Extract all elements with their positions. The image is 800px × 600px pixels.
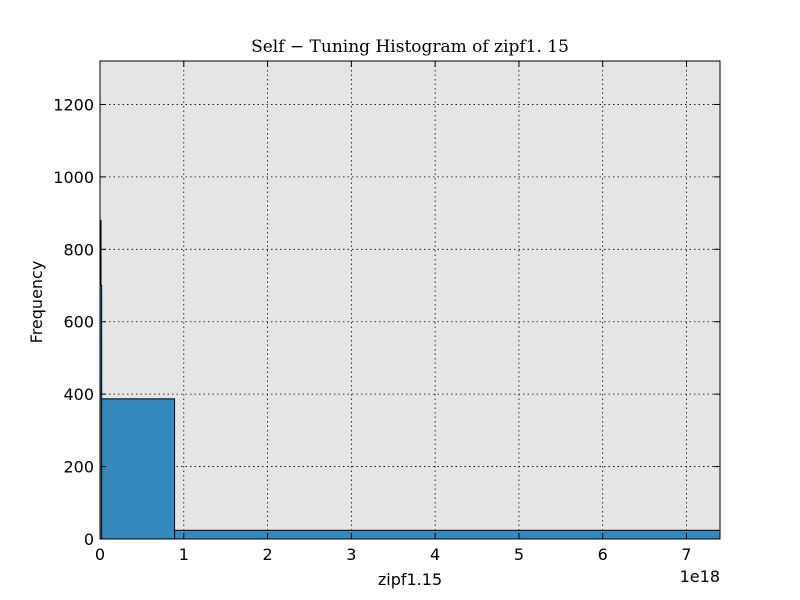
x-tick-label: 7: [681, 545, 691, 564]
x-tick-label: 3: [346, 545, 356, 564]
histogram-bars: [99, 219, 721, 540]
y-tick-label: 200: [63, 458, 94, 477]
plot-area: [100, 61, 720, 539]
histogram-bar: [174, 529, 721, 540]
y-tick-label: 1000: [53, 168, 94, 187]
y-tick-label: 1200: [53, 95, 94, 114]
chart-title: Self − Tuning Histogram of zipf1. 15: [251, 37, 569, 57]
plot-frame: [99, 60, 721, 540]
x-tick-label: 5: [514, 545, 524, 564]
y-tick-label: 800: [63, 240, 94, 259]
y-tick-label: 400: [63, 385, 94, 404]
y-axis-ticks: 0 200 400 600 800 1000 1200: [53, 95, 720, 549]
x-axis-label: zipf1.15: [378, 570, 442, 589]
y-axis-label: Frequency: [27, 261, 46, 344]
histogram-bar: [99, 398, 176, 540]
x-tick-label: 6: [598, 545, 608, 564]
x-axis-offset-label: 1e18: [680, 567, 720, 586]
x-axis-ticks: 0 1 2 3 4 5 6 7: [95, 61, 692, 564]
x-tick-label: 2: [262, 545, 272, 564]
grid-lines: [100, 61, 720, 539]
y-tick-label: 0: [84, 530, 94, 549]
x-tick-label: 1: [179, 545, 189, 564]
x-tick-label: 0: [95, 545, 105, 564]
y-tick-label: 600: [63, 313, 94, 332]
x-tick-label: 4: [430, 545, 440, 564]
